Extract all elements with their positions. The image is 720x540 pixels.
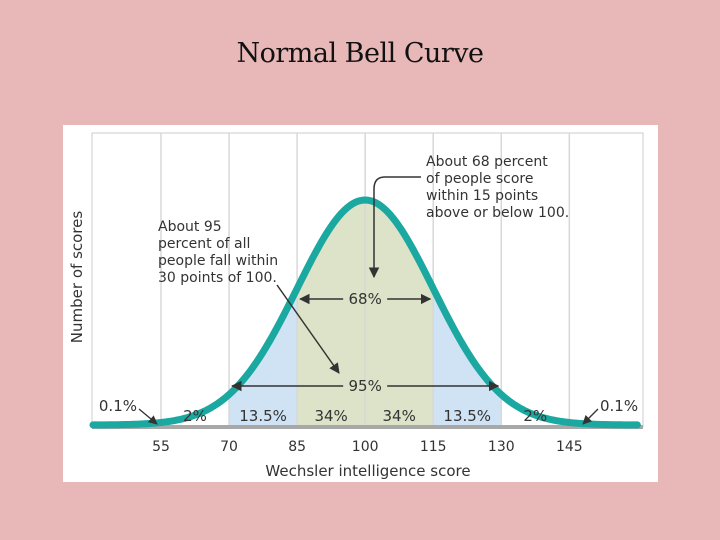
band-percent-label-3: 34% xyxy=(314,407,347,425)
band-percent-label-1: 2% xyxy=(183,407,207,425)
x-tick-label-100: 100 xyxy=(352,439,379,455)
curve-layer xyxy=(89,196,641,429)
band-percent-label-2: 13.5% xyxy=(239,407,287,425)
bell-curve-chart: 55 70 85 100 115 130 145 0.1% 2% 13.5% 34% 34% 13.5… xyxy=(68,132,644,480)
x-tick-label-70: 70 xyxy=(220,439,238,455)
annotation-68-arrow xyxy=(368,176,421,279)
tail-arrow-left xyxy=(138,408,158,425)
x-axis-label: Wechsler intelligence score xyxy=(265,462,470,480)
band-percent-label-0: 0.1% xyxy=(99,397,137,415)
band-percent-label-4: 34% xyxy=(383,407,416,425)
range-label-1: 95% xyxy=(348,377,381,395)
annotation-95-line-3: 30 points of 100. xyxy=(158,270,277,286)
annotation-68-line-0: About 68 percent xyxy=(426,154,548,170)
annotation-95-arrow xyxy=(276,284,340,374)
x-tick-label-115: 115 xyxy=(420,439,447,455)
band-percent-label-5: 13.5% xyxy=(443,407,491,425)
band-fills xyxy=(91,132,644,428)
annotation-95-line-2: people fall within xyxy=(158,253,278,269)
annotation-68-line-1: of people score xyxy=(426,171,533,187)
band-percent-label-7: 0.1% xyxy=(600,397,638,415)
range-arrows: 68% 95% xyxy=(231,290,500,395)
x-tick-label-145: 145 xyxy=(556,439,583,455)
annotation-68-line-2: within 15 points xyxy=(426,188,538,204)
y-axis-label: Number of scores xyxy=(68,211,86,344)
x-tick-label-130: 130 xyxy=(488,439,515,455)
slide-title: Normal Bell Curve xyxy=(236,38,484,69)
band-percent-labels: 0.1% 2% 13.5% 34% 34% 13.5% 2% 0.1% xyxy=(99,397,638,425)
bell-curve xyxy=(89,196,641,429)
range-label-0: 68% xyxy=(348,290,381,308)
band-percent-label-6: 2% xyxy=(523,407,547,425)
chart-panel: 55 70 85 100 115 130 145 0.1% 2% 13.5% 34% 34% 13.5… xyxy=(63,125,658,482)
x-tick-label-55: 55 xyxy=(152,439,170,455)
annotation-68-line-3: above or below 100. xyxy=(426,205,569,221)
annotation-95-line-0: About 95 xyxy=(158,219,222,235)
tail-arrow-right xyxy=(582,408,599,425)
tick-labels: 55 70 85 100 115 130 145 xyxy=(152,439,583,455)
annotation-95-line-1: percent of all xyxy=(158,236,250,252)
x-tick-label-85: 85 xyxy=(288,439,306,455)
grid-lines xyxy=(92,133,643,429)
